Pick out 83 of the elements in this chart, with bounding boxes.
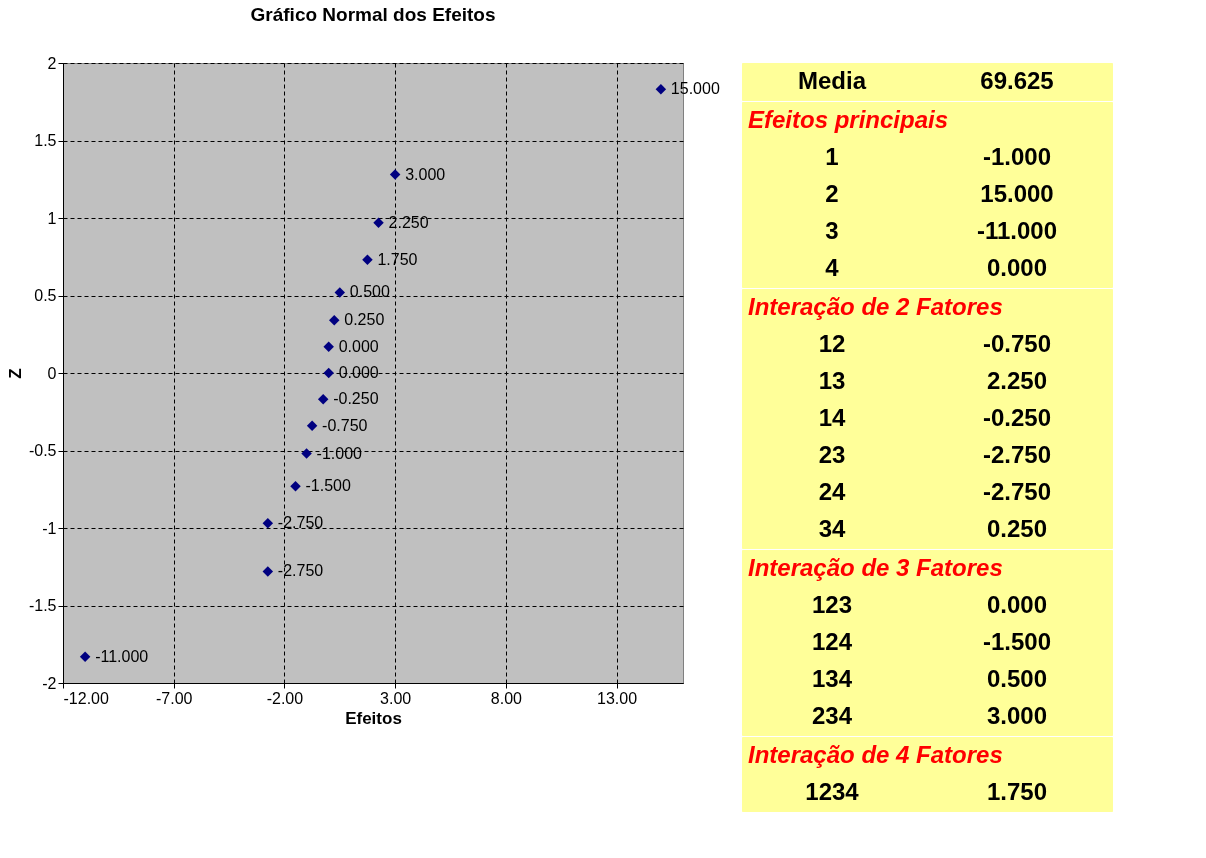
point: [334, 287, 346, 298]
text: 2: [825, 179, 839, 207]
text: 1.750: [986, 777, 1048, 805]
annotation: -2.750: [277, 562, 324, 580]
text: 0.000: [986, 590, 1048, 618]
text: -1.500: [982, 627, 1052, 655]
point: [317, 394, 329, 405]
annotation: 0.250: [344, 311, 385, 329]
annotation: 0.000: [338, 364, 379, 381]
text: 12: [818, 329, 846, 357]
y-tick-label: -2: [42, 674, 57, 692]
annotation: 15.000: [670, 80, 720, 98]
text: 4: [825, 253, 840, 281]
point: [301, 448, 312, 459]
point: [329, 315, 340, 326]
text: 13: [818, 366, 846, 394]
y-tick-label: -1: [42, 519, 57, 537]
x-axis-title: Efeitos: [345, 708, 402, 728]
x-tick-label: -12.00: [63, 689, 109, 707]
text: Efeitos principais: [748, 105, 949, 133]
text: -0.250: [982, 403, 1052, 431]
x-tick-label: 8.00: [490, 689, 523, 707]
text: 1: [825, 142, 839, 170]
text: 134: [811, 664, 853, 692]
annotation: 0.000: [338, 337, 379, 355]
point: [389, 169, 401, 180]
y-tick-label: 1: [47, 209, 57, 227]
chart-title: Gráfico Normal dos Efeitos: [250, 4, 496, 25]
x-tick-label: 13.00: [597, 689, 638, 707]
text: 69.625: [980, 66, 1054, 94]
point: [290, 480, 301, 492]
point: [323, 367, 334, 379]
annotation: 1.750: [377, 250, 418, 268]
y-tick-label: 2: [47, 54, 57, 72]
point: [655, 84, 667, 95]
annotation: -2.750: [277, 514, 324, 532]
annotation: -1.500: [305, 477, 351, 495]
text: -0.750: [982, 329, 1052, 357]
y-axis-title: Z: [5, 368, 25, 379]
text: Interação de 3 Fatores: [748, 553, 1003, 581]
text: 24: [818, 477, 846, 505]
text: -11.000: [976, 216, 1058, 244]
annotation: 3.000: [405, 165, 446, 183]
annotation: -1.000: [316, 444, 363, 462]
point: [262, 566, 274, 577]
y-tick-label: -0.5: [28, 442, 57, 459]
text: 34: [818, 514, 846, 542]
text: -2.750: [982, 477, 1052, 505]
text: 123: [811, 590, 853, 618]
annotation: 0.500: [349, 283, 390, 301]
text: Interação de 4 Fatores: [748, 740, 1003, 768]
x-tick-label: -2.00: [266, 689, 304, 707]
text: 0.000: [986, 253, 1048, 281]
point: [362, 254, 373, 266]
text: 3.000: [986, 701, 1048, 729]
text: -1.000: [982, 142, 1052, 170]
x-tick-label: -7.00: [155, 689, 193, 707]
y-tick-label: 0: [47, 364, 57, 382]
point: [323, 341, 334, 352]
text: Interação de 2 Fatores: [748, 292, 1003, 320]
point: [262, 518, 274, 529]
text: 0.500: [986, 664, 1048, 692]
point: [79, 651, 91, 662]
text: -2.750: [982, 440, 1052, 468]
text: 15.000: [980, 179, 1054, 207]
point: [373, 217, 384, 228]
y-tick-label: 1.5: [34, 132, 57, 149]
x-tick-label: 3.00: [380, 689, 412, 707]
annotation: -0.250: [333, 390, 379, 408]
text: 23: [818, 440, 846, 468]
text: Media: [797, 66, 867, 94]
text: 14: [818, 403, 846, 431]
point: [306, 420, 318, 431]
y-tick-label: 0.5: [34, 287, 57, 304]
text: 1234: [805, 777, 860, 805]
y-tick-label: -1.5: [28, 597, 57, 614]
text: 234: [811, 701, 853, 729]
text: 124: [811, 627, 853, 655]
text: 3: [825, 216, 839, 244]
annotation: -0.750: [322, 416, 368, 434]
annotation: -11.000: [95, 647, 149, 665]
text: 2.250: [986, 366, 1048, 394]
text: 0.250: [986, 514, 1048, 542]
